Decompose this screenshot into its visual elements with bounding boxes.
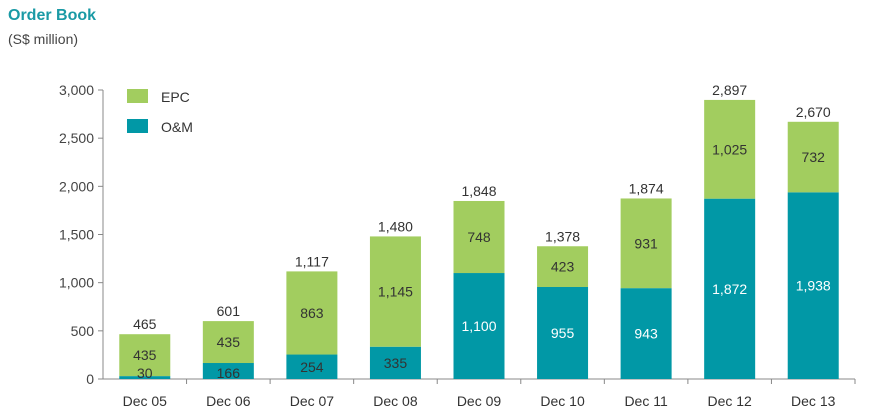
y-tick-label: 2,000 xyxy=(59,178,94,194)
data-label-total: 1,874 xyxy=(629,180,664,196)
bar-epc xyxy=(537,246,589,288)
legend-swatch xyxy=(127,119,148,133)
data-label-total: 1,480 xyxy=(378,218,413,234)
data-label-om: 166 xyxy=(217,365,241,381)
data-label-total: 2,897 xyxy=(712,82,747,98)
data-label-total: 465 xyxy=(133,316,157,332)
x-tick-label: Dec 13 xyxy=(791,393,836,409)
y-tick-label: 1,500 xyxy=(59,227,94,243)
bar-om xyxy=(119,376,171,379)
bar-epc xyxy=(453,200,505,274)
data-label-om: 254 xyxy=(300,359,324,375)
bar-om xyxy=(787,192,839,379)
data-label-epc: 423 xyxy=(551,259,575,275)
bar-om xyxy=(704,198,756,379)
legend-label: EPC xyxy=(161,89,190,105)
chart-subtitle: (S$ million) xyxy=(8,31,79,47)
data-label-total: 1,378 xyxy=(545,228,580,244)
x-tick-label: Dec 05 xyxy=(123,393,168,409)
data-label-om: 955 xyxy=(551,325,575,341)
data-label-total: 1,848 xyxy=(461,183,496,199)
data-label-epc: 732 xyxy=(802,149,826,165)
data-label-epc: 435 xyxy=(133,347,157,363)
chart-title: Order Book xyxy=(8,7,97,24)
data-label-epc: 748 xyxy=(467,229,491,245)
x-tick-label: Dec 10 xyxy=(540,393,585,409)
data-label-om: 943 xyxy=(634,326,658,342)
data-label-epc: 931 xyxy=(634,235,658,251)
bar-om xyxy=(286,354,338,379)
y-tick-label: 1,000 xyxy=(59,275,94,291)
data-label-om: 1,938 xyxy=(796,278,831,294)
bar-om xyxy=(537,287,589,379)
data-label-om: 1,872 xyxy=(712,281,747,297)
bar-om xyxy=(369,346,421,379)
bar-epc xyxy=(704,99,756,199)
x-tick-label: Dec 09 xyxy=(457,393,502,409)
data-label-om: 335 xyxy=(384,355,408,371)
y-tick-label: 2,500 xyxy=(59,130,94,146)
data-label-epc: 1,145 xyxy=(378,284,413,300)
bar-epc xyxy=(620,198,672,289)
data-label-om: 1,100 xyxy=(461,318,496,334)
data-label-om: 30 xyxy=(137,365,153,381)
bar-epc xyxy=(286,271,338,355)
x-tick-label: Dec 12 xyxy=(707,393,752,409)
legend-swatch xyxy=(127,89,148,103)
bar-om xyxy=(620,288,672,379)
x-tick-label: Dec 08 xyxy=(373,393,418,409)
data-label-total: 2,670 xyxy=(796,104,831,120)
data-label-epc: 1,025 xyxy=(712,141,747,157)
data-label-total: 601 xyxy=(217,303,241,319)
y-tick-label: 0 xyxy=(86,371,94,387)
legend-label: O&M xyxy=(161,119,193,135)
data-label-epc: 863 xyxy=(300,305,324,321)
y-tick-label: 500 xyxy=(71,323,95,339)
y-tick-label: 3,000 xyxy=(59,82,94,98)
bar-om xyxy=(453,273,505,379)
bar-epc xyxy=(369,236,421,347)
bar-epc xyxy=(787,121,839,193)
data-label-total: 1,117 xyxy=(295,253,329,269)
bar-epc xyxy=(202,321,254,364)
x-tick-label: Dec 06 xyxy=(206,393,251,409)
bar-epc xyxy=(119,334,171,377)
x-tick-label: Dec 07 xyxy=(290,393,335,409)
bar-om xyxy=(202,363,254,379)
x-tick-label: Dec 11 xyxy=(624,393,668,409)
data-label-epc: 435 xyxy=(217,334,241,350)
